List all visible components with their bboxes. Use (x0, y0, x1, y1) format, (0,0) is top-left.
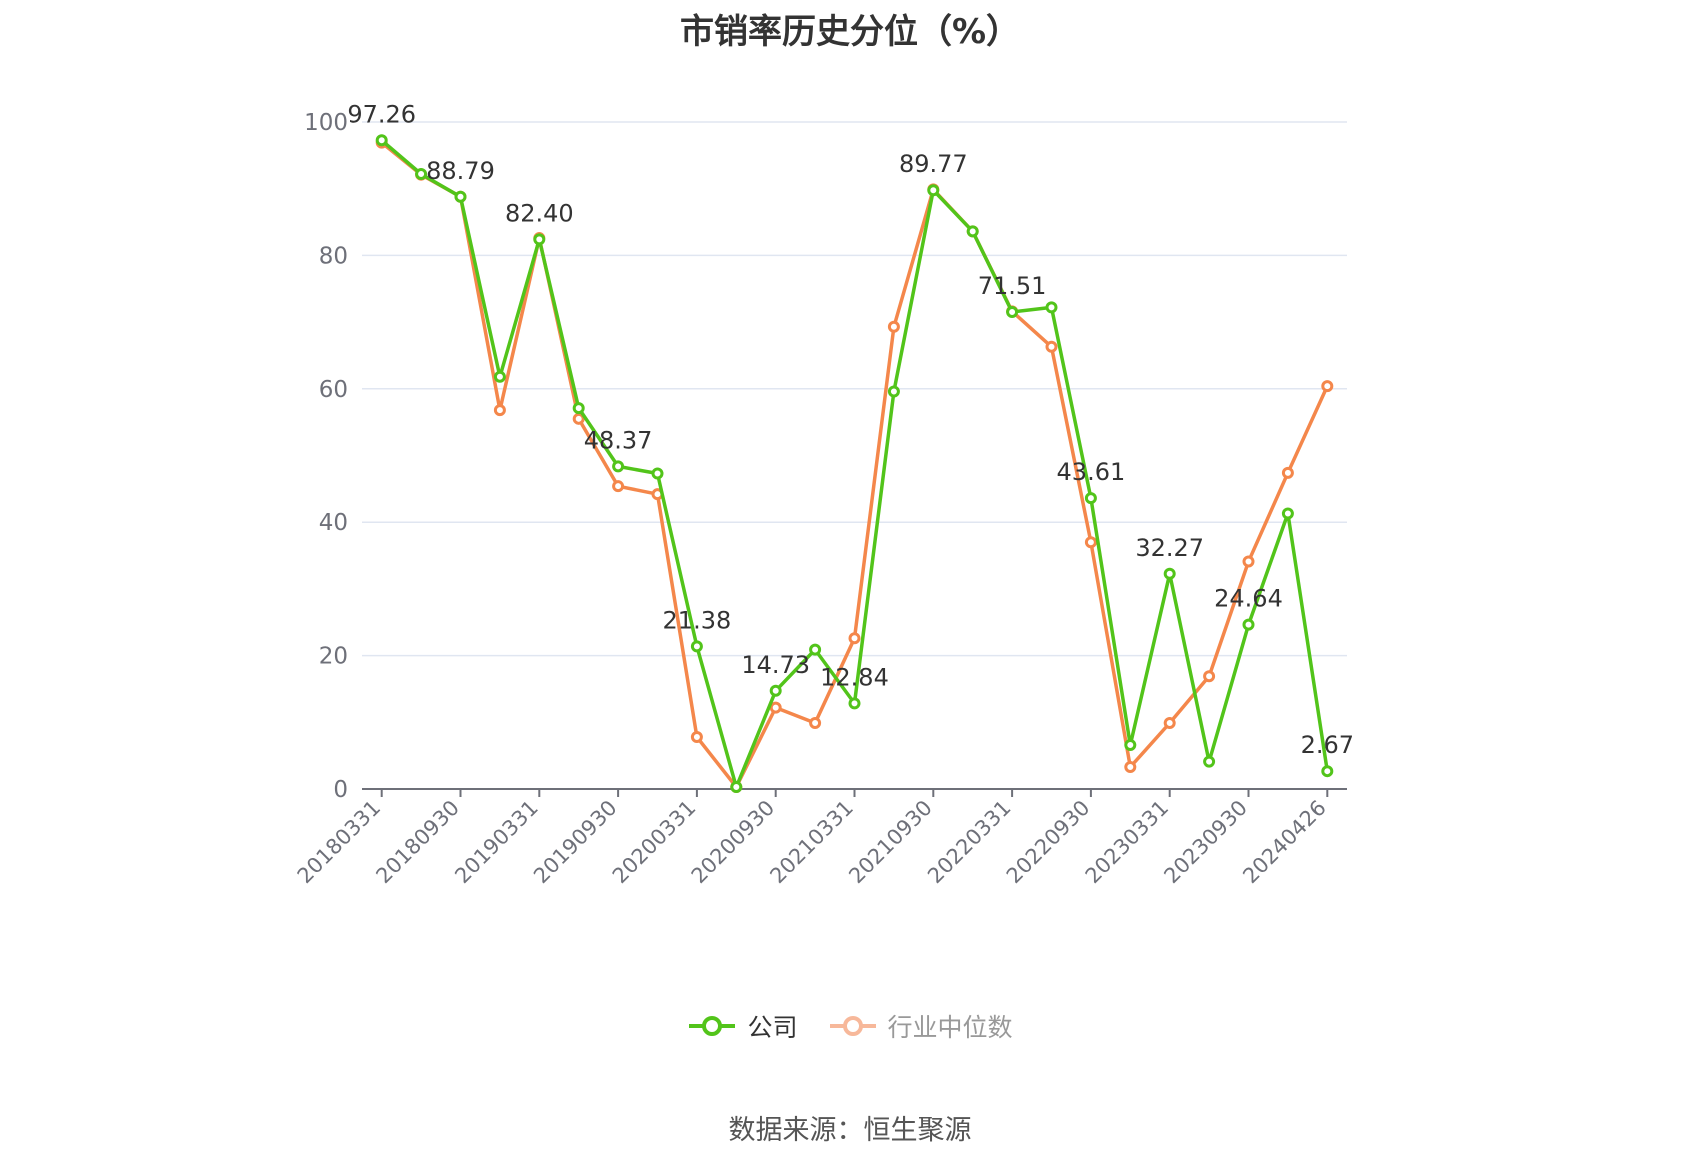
x-tick-label: 20220930 (1002, 796, 1095, 889)
data-point (809, 643, 822, 656)
series-group (375, 134, 1334, 793)
data-point (415, 168, 428, 181)
data-point (1045, 340, 1058, 353)
y-tick-label: 100 (304, 110, 348, 136)
data-point (1124, 738, 1137, 751)
legend-label-company: 公司 (747, 1013, 798, 1042)
chart-title: 市销率历史分位（%） (679, 12, 1021, 52)
data-point (493, 370, 506, 383)
data-point (651, 467, 664, 480)
grid-lines (362, 121, 1347, 657)
data-label: 43.61 (1057, 458, 1126, 486)
data-point (533, 233, 546, 246)
x-tick-label: 20200930 (687, 796, 780, 889)
x-tick-label: 20230331 (1081, 796, 1174, 889)
data-point (769, 684, 782, 697)
data-point (809, 716, 822, 729)
data-label: 88.79 (426, 157, 495, 185)
data-point (1203, 670, 1216, 683)
legend-item-industry-median[interactable]: 行业中位数 (828, 1008, 1013, 1044)
data-point (887, 320, 900, 333)
x-tick-label: 20210930 (844, 796, 937, 889)
data-point (1242, 618, 1255, 631)
data-label: 82.40 (505, 199, 574, 227)
data-point (572, 412, 585, 425)
data-point (848, 697, 861, 710)
data-point (612, 480, 625, 493)
y-tick-label: 0 (333, 777, 348, 803)
legend: 公司 行业中位数 (0, 1008, 1700, 1044)
data-point (1242, 555, 1255, 568)
x-tick-label: 20180331 (293, 796, 386, 889)
data-point (1084, 492, 1097, 505)
data-label: 32.27 (1135, 534, 1204, 562)
legend-symbol-industry-median (829, 1016, 876, 1036)
data-label: 21.38 (663, 606, 732, 634)
data-point (1163, 567, 1176, 580)
data-point (1045, 301, 1058, 314)
data-point (730, 780, 743, 793)
y-tick-label: 40 (319, 510, 348, 536)
x-tick-label: 20190930 (529, 796, 622, 889)
y-tick-label: 20 (319, 644, 348, 670)
data-label: 14.73 (741, 651, 810, 679)
data-labels: 97.26 88.79 82.40 48.37 21.38 14.73 12.84 89.77… (347, 100, 1354, 759)
data-point (1321, 380, 1334, 393)
data-label: 48.37 (584, 426, 653, 454)
x-tick-label: 20200331 (608, 796, 701, 889)
x-tick-label: 20220331 (923, 796, 1016, 889)
data-label: 71.51 (978, 272, 1047, 300)
data-point (454, 190, 467, 203)
data-point (887, 385, 900, 398)
x-tick-label: 20240426 (1238, 796, 1331, 889)
data-point (690, 640, 703, 653)
data-label: 89.77 (899, 150, 968, 178)
data-point (1084, 536, 1097, 549)
y-tick-label: 80 (319, 243, 348, 269)
data-point (493, 404, 506, 417)
x-tick-label: 20190331 (450, 796, 543, 889)
legend-symbol-company (689, 1016, 736, 1036)
data-label: 97.26 (347, 100, 416, 128)
data-point (769, 701, 782, 714)
x-tick-label: 20230930 (1159, 796, 1252, 889)
y-axis: 0 20 40 60 80 100 (304, 110, 348, 803)
data-point (572, 402, 585, 415)
legend-label-industry-median: 行业中位数 (887, 1013, 1013, 1042)
data-point (375, 134, 388, 147)
data-point (966, 225, 979, 238)
data-point (1281, 507, 1294, 520)
x-axis: 2018033120180930201903312019093020200331… (293, 788, 1347, 889)
data-label: 12.84 (820, 663, 889, 691)
data-point (690, 730, 703, 743)
data-point (1163, 716, 1176, 729)
data-label: 24.64 (1214, 585, 1283, 613)
data-point (848, 632, 861, 645)
data-point (1006, 306, 1019, 319)
data-point (1281, 466, 1294, 479)
data-point (1124, 760, 1137, 773)
data-point (1321, 765, 1334, 778)
y-tick-label: 60 (319, 377, 348, 403)
data-label: 2.67 (1301, 731, 1354, 759)
data-point (612, 460, 625, 473)
x-tick-label: 20180930 (371, 796, 464, 889)
data-point (1203, 755, 1216, 768)
data-source-note: 数据来源：恒生聚源 (728, 1115, 972, 1146)
data-point (927, 184, 940, 197)
x-tick-label: 20210331 (765, 796, 858, 889)
legend-item-company[interactable]: 公司 (687, 1008, 798, 1044)
